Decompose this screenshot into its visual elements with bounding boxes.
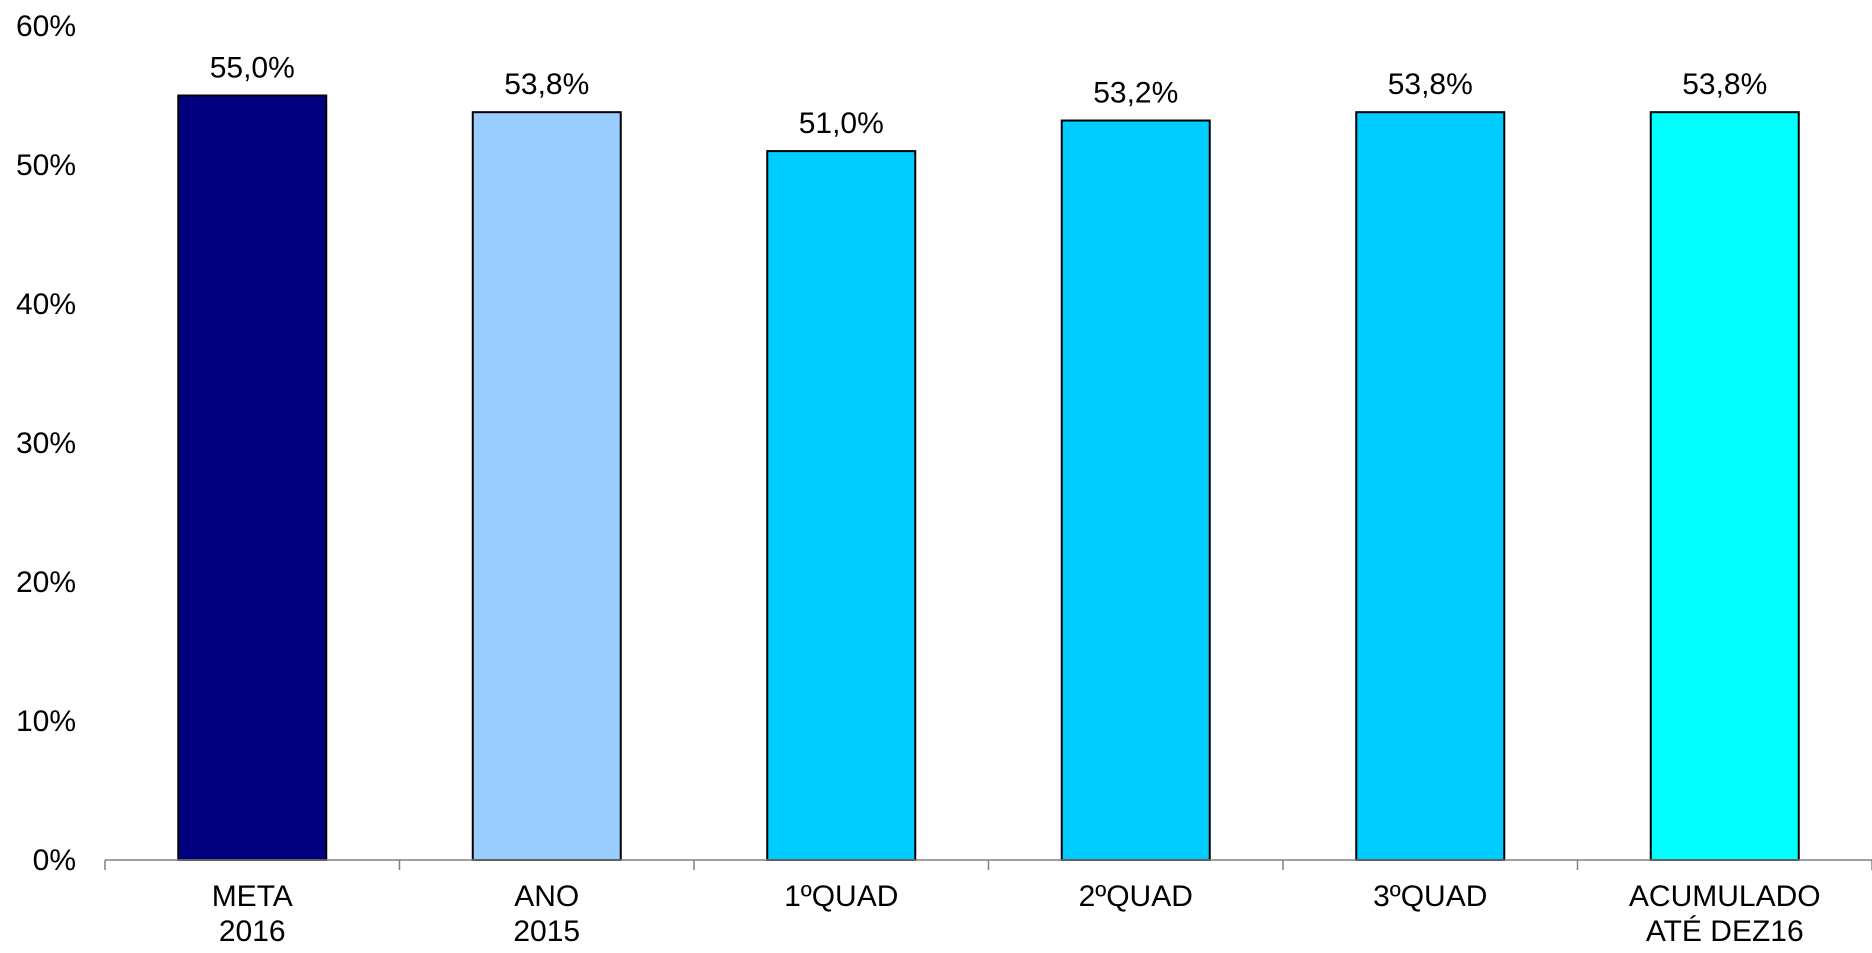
bar	[1355, 111, 1506, 862]
bar	[177, 94, 328, 861]
y-tick-label: 10%	[16, 705, 76, 738]
bar	[1649, 111, 1800, 862]
data-labels-group: 55,0% 53,8% 51,0% 53,2% 53,8% 53,8%	[210, 52, 1768, 141]
y-tick-label: 50%	[16, 149, 76, 182]
y-tick-label: 0%	[33, 844, 76, 877]
data-label: 53,8%	[1388, 68, 1473, 101]
x-axis	[104, 859, 1872, 870]
x-tick-label: META 2016	[212, 880, 293, 948]
data-label: 53,8%	[1682, 68, 1767, 101]
data-label: 55,0%	[210, 52, 295, 85]
x-tick-label: 1ºQUAD	[784, 880, 898, 913]
y-tick-label: 30%	[16, 427, 76, 460]
x-tick-label: 2ºQUAD	[1079, 880, 1193, 913]
data-label: 53,8%	[504, 68, 589, 101]
x-tick-label: 3ºQUAD	[1373, 880, 1487, 913]
bars-group	[177, 94, 1800, 862]
y-tick-label: 60%	[16, 10, 76, 43]
x-tick-label: ACUMULADO ATÉ DEZ16	[1629, 880, 1821, 948]
data-label: 51,0%	[799, 107, 884, 140]
y-tick-label: 40%	[16, 288, 76, 321]
x-tick-label: ANO 2015	[513, 880, 580, 948]
bar	[471, 111, 622, 862]
y-axis-ticks: 0% 10% 20% 30% 40% 50% 60%	[16, 10, 76, 877]
bar	[766, 150, 917, 862]
bar	[1060, 119, 1211, 861]
data-label: 53,2%	[1093, 77, 1178, 110]
y-tick-label: 20%	[16, 566, 76, 599]
x-axis-tick-labels: META 2016 ANO 2015 1ºQUAD 2ºQUAD 3ºQUAD ACUMULA…	[212, 880, 1821, 948]
